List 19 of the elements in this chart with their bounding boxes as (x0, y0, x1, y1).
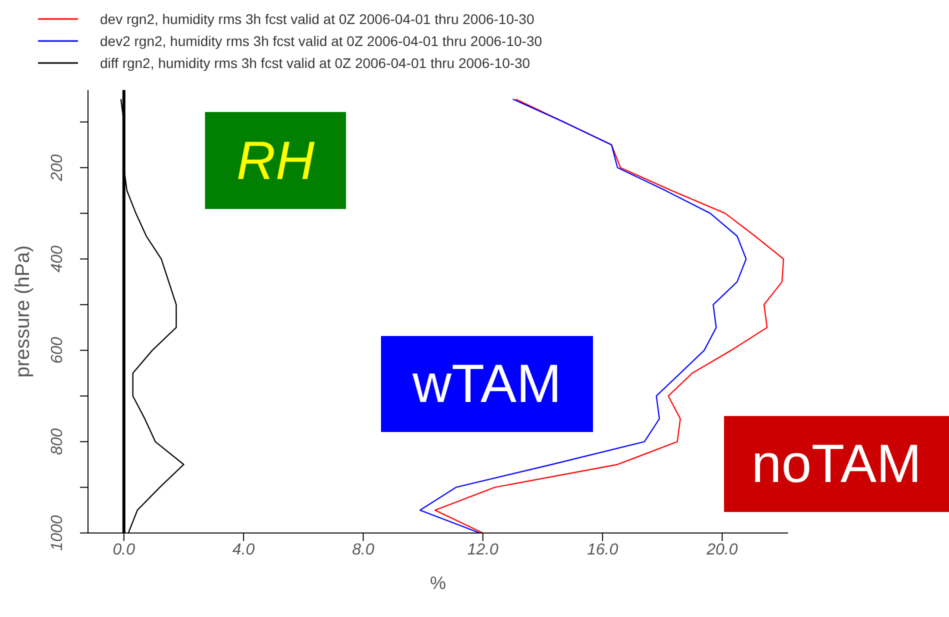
x-axis-title: % (430, 573, 446, 593)
x-tick-label: 20.0 (706, 541, 738, 558)
y-tick-label: 400 (49, 246, 66, 272)
legend-label: dev2 rgn2, humidity rms 3h fcst valid at 0Z 2006-04-01 thru 2006-10-30 (100, 33, 542, 49)
annotation: RH (205, 112, 346, 209)
x-tick-label: 4.0 (232, 541, 255, 558)
legend-label: diff rgn2, humidity rms 3h fcst valid at 0Z 2006-04-01 thru 2006-10-30 (100, 55, 530, 71)
x-tick-label: 12.0 (467, 541, 499, 558)
y-tick-label: 200 (49, 154, 66, 182)
y-tick-label: 600 (49, 336, 66, 364)
legend-label: dev rgn2, humidity rms 3h fcst valid at 0Z 2006-04-01 thru 2006-10-30 (100, 11, 534, 27)
y-axis-title: pressure (hPa) (12, 245, 34, 378)
x-tick-label: 0.0 (112, 541, 136, 558)
annotation: noTAM (724, 416, 949, 512)
x-tick-label: 16.0 (586, 541, 618, 558)
x-tick-label: 8.0 (352, 541, 374, 558)
annotation: wTAM (381, 336, 593, 432)
y-tick-label: 1000 (49, 515, 66, 551)
y-tick-label: 800 (49, 428, 66, 456)
